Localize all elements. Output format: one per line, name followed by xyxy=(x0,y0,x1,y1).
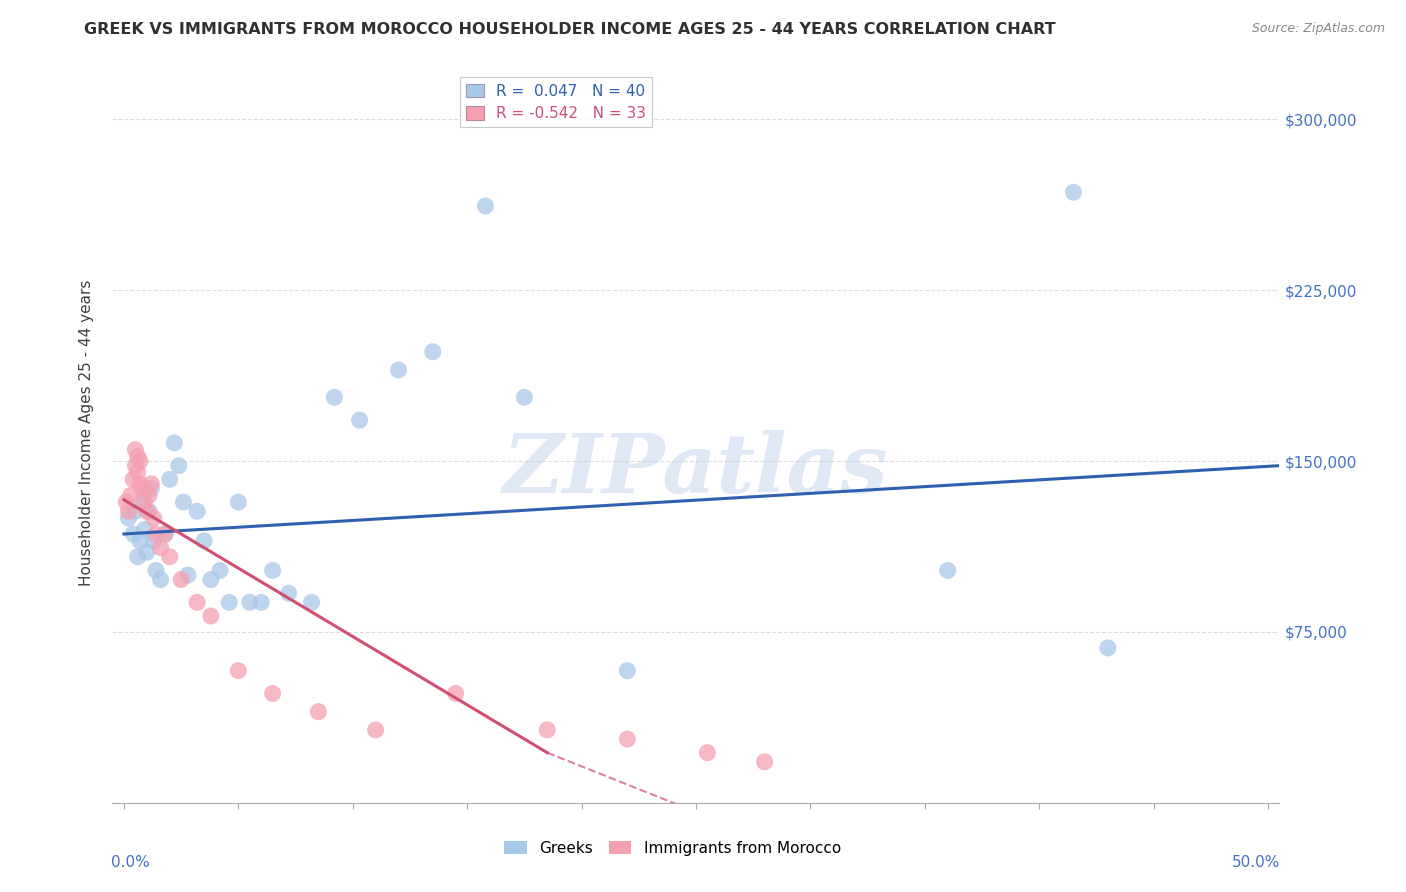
Point xyxy=(250,595,273,609)
Point xyxy=(218,595,240,609)
Point xyxy=(177,568,200,582)
Point xyxy=(122,527,145,541)
Point xyxy=(422,344,444,359)
Point xyxy=(616,664,638,678)
Point xyxy=(1063,186,1085,200)
Point xyxy=(117,511,139,525)
Point xyxy=(172,495,194,509)
Point xyxy=(208,564,231,578)
Point xyxy=(129,454,152,468)
Text: 0.0%: 0.0% xyxy=(111,855,150,870)
Point xyxy=(754,755,776,769)
Point xyxy=(228,495,250,509)
Point xyxy=(149,541,172,555)
Point xyxy=(1097,640,1119,655)
Point xyxy=(200,609,222,624)
Point xyxy=(349,413,371,427)
Point xyxy=(153,527,176,541)
Point xyxy=(159,472,181,486)
Point xyxy=(159,549,181,564)
Point xyxy=(167,458,190,473)
Point xyxy=(936,564,959,578)
Point xyxy=(135,545,157,559)
Point xyxy=(200,573,222,587)
Point xyxy=(129,476,152,491)
Point xyxy=(131,482,153,496)
Point xyxy=(134,523,156,537)
Point xyxy=(134,495,156,509)
Point xyxy=(616,731,638,746)
Point xyxy=(141,476,163,491)
Point xyxy=(135,504,157,518)
Legend: R =  0.047   N = 40, R = -0.542   N = 33: R = 0.047 N = 40, R = -0.542 N = 33 xyxy=(460,78,652,128)
Text: GREEK VS IMMIGRANTS FROM MOROCCO HOUSEHOLDER INCOME AGES 25 - 44 YEARS CORRELATI: GREEK VS IMMIGRANTS FROM MOROCCO HOUSEHO… xyxy=(84,22,1056,37)
Point xyxy=(387,363,409,377)
Point xyxy=(149,573,172,587)
Point xyxy=(307,705,329,719)
Point xyxy=(444,686,467,700)
Point xyxy=(141,482,163,496)
Point xyxy=(124,504,146,518)
Point xyxy=(262,564,284,578)
Point xyxy=(474,199,496,213)
Text: Source: ZipAtlas.com: Source: ZipAtlas.com xyxy=(1251,22,1385,36)
Point xyxy=(142,533,165,548)
Point xyxy=(513,390,536,404)
Point xyxy=(138,504,160,518)
Point xyxy=(145,527,167,541)
Point xyxy=(122,472,145,486)
Point xyxy=(364,723,387,737)
Point xyxy=(163,435,186,450)
Point xyxy=(127,549,149,564)
Point xyxy=(186,504,208,518)
Point xyxy=(127,466,149,480)
Text: 50.0%: 50.0% xyxy=(1232,855,1281,870)
Point xyxy=(186,595,208,609)
Point xyxy=(696,746,718,760)
Point xyxy=(120,488,142,502)
Point xyxy=(153,527,176,541)
Point xyxy=(170,573,193,587)
Point xyxy=(131,495,153,509)
Point xyxy=(127,450,149,464)
Point xyxy=(193,533,215,548)
Point xyxy=(262,686,284,700)
Point xyxy=(239,595,262,609)
Point xyxy=(145,564,167,578)
Point xyxy=(142,511,165,525)
Point xyxy=(124,458,146,473)
Point xyxy=(117,504,139,518)
Text: ZIPatlas: ZIPatlas xyxy=(503,430,889,509)
Point xyxy=(536,723,558,737)
Point xyxy=(129,533,152,548)
Point xyxy=(323,390,346,404)
Point xyxy=(228,664,250,678)
Point xyxy=(115,495,138,509)
Point xyxy=(277,586,299,600)
Point xyxy=(124,442,146,457)
Point xyxy=(301,595,323,609)
Y-axis label: Householder Income Ages 25 - 44 years: Householder Income Ages 25 - 44 years xyxy=(79,279,94,586)
Point xyxy=(138,488,160,502)
Point xyxy=(134,482,156,496)
